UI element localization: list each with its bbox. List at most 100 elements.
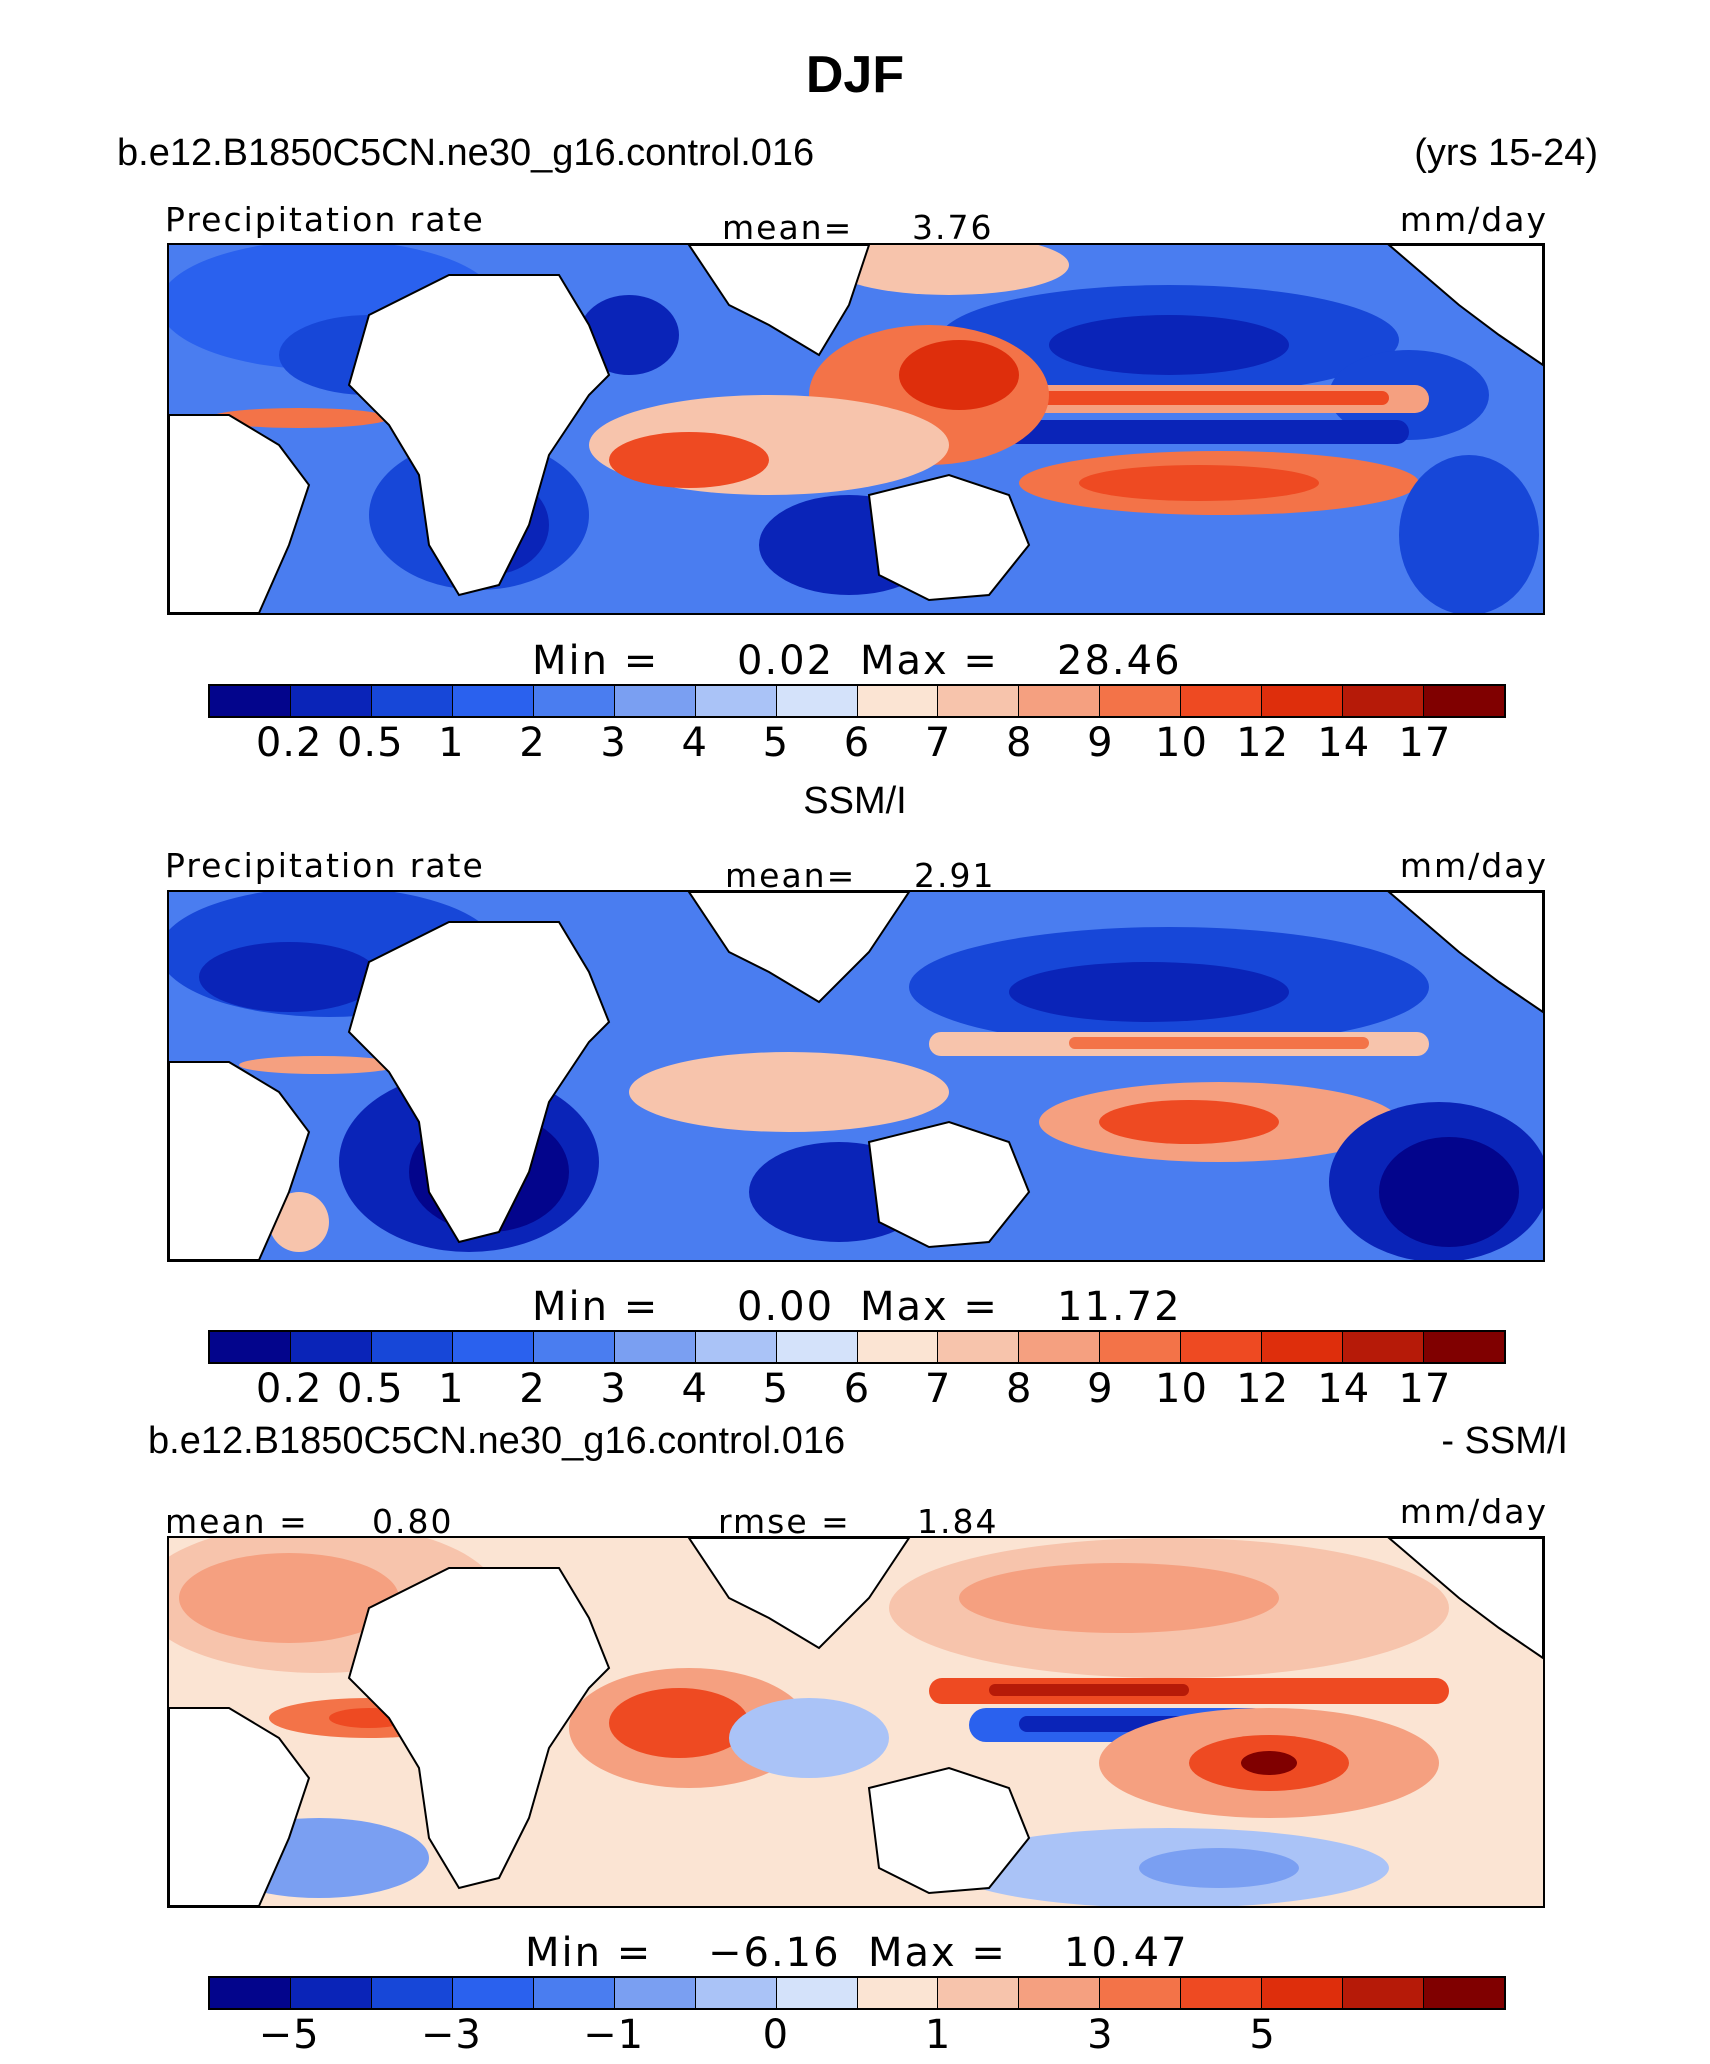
colorbar-swatch [371,1332,453,1362]
colorbar-tick-label: 14 [1317,720,1371,766]
panel1-case-name: b.e12.B1850C5CN.ne30_g16.control.016 [117,132,815,174]
panel2-max-label: Max = [860,1284,999,1330]
colorbar-swatch [1424,1332,1504,1362]
colorbar-tick-label: 3 [600,720,627,766]
panel3-max-label: Max = [868,1930,1007,1976]
panel3-mean-value: 0.80 [372,1502,454,1541]
panel1-variable-label: Precipitation rate [165,200,485,239]
panel2-max-value: 11.72 [1057,1284,1182,1330]
colorbar-swatch [614,686,696,716]
colorbar-tick-label: −5 [258,2012,320,2058]
colorbar-tick-label: 8 [1006,720,1033,766]
colorbar-swatch [1019,686,1101,716]
colorbar-tick-label: 5 [762,720,790,766]
colorbar-swatch [1424,1978,1504,2008]
colorbar-swatch [1262,1332,1344,1362]
colorbar-swatch [614,1978,696,2008]
colorbar-tick-label: 3 [600,1366,627,1412]
colorbar-tick-label: 10 [1155,1366,1208,1412]
colorbar-tick-label: 17 [1398,1366,1452,1412]
colorbar-tick-label: 7 [924,720,952,766]
colorbar-swatch [857,1978,939,2008]
colorbar-swatch [695,1332,777,1362]
colorbar-swatch [1343,686,1425,716]
panel1-units: mm/day [1399,200,1548,239]
colorbar-swatch [1019,1978,1101,2008]
panel3-max-value: 10.47 [1064,1930,1189,1976]
colorbar-swatch [776,686,858,716]
panel1-max-label: Max = [860,638,999,684]
colorbar-tick-label: 1 [438,720,465,766]
colorbar-swatch [938,1978,1020,2008]
panel3-colorbar [208,1976,1506,2010]
colorbar-swatch [533,1332,615,1362]
colorbar-tick-label: 4 [681,720,708,766]
colorbar-swatch [452,1978,534,2008]
panel1-colorbar-ticks: 0.2 0.5 1 2 3 4 5 6 7 8 9 10 12 14 17 [208,720,1506,768]
colorbar-tick-label: 6 [843,720,871,766]
colorbar-swatch [1343,1978,1425,2008]
panel1-min-value: 0.02 [737,638,835,684]
colorbar-swatch [1019,1332,1101,1362]
colorbar-swatch [938,686,1020,716]
colorbar-swatch [1262,686,1344,716]
panel1-mean-value: 3.76 [912,208,994,247]
colorbar-swatch [210,1978,291,2008]
colorbar-swatch [210,686,291,716]
panel2-variable-label: Precipitation rate [165,846,485,885]
panel3-case-name: b.e12.B1850C5CN.ne30_g16.control.016 [148,1420,846,1462]
colorbar-swatch [290,1332,372,1362]
colorbar-swatch [938,1332,1020,1362]
panel1-years: (yrs 15-24) [1414,132,1598,174]
colorbar-tick-label: 3 [1087,2012,1114,2058]
colorbar-tick-label: 0.5 [336,720,404,766]
colorbar-swatch [371,1978,453,2008]
colorbar-tick-label: 0.2 [255,720,323,766]
panel3-difference-map [167,1536,1545,1908]
panel2-mean-value: 2.91 [914,856,996,895]
colorbar-tick-label: 5 [1249,2012,1276,2058]
colorbar-swatch [452,686,534,716]
colorbar-swatch [371,686,453,716]
colorbar-tick-label: −1 [583,2012,645,2058]
colorbar-swatch [776,1332,858,1362]
colorbar-tick-label: 2 [519,1366,546,1412]
colorbar-swatch [452,1332,534,1362]
colorbar-swatch [1100,1978,1182,2008]
colorbar-tick-label: 5 [762,1366,790,1412]
colorbar-swatch [1100,686,1182,716]
colorbar-tick-label: 6 [843,1366,871,1412]
colorbar-tick-label: 12 [1236,720,1290,766]
panel2-units: mm/day [1399,846,1548,885]
colorbar-swatch [1181,1978,1263,2008]
colorbar-tick-label: 17 [1398,720,1452,766]
colorbar-tick-label: 14 [1317,1366,1371,1412]
panel3-rmse-value: 1.84 [917,1502,999,1541]
colorbar-tick-label: 12 [1236,1366,1290,1412]
panel2-title: SSM/I [803,780,907,822]
colorbar-swatch [695,686,777,716]
colorbar-tick-label: 9 [1087,1366,1114,1412]
panel2-colorbar-ticks: 0.2 0.5 1 2 3 4 5 6 7 8 9 10 12 14 17 [208,1366,1506,1414]
colorbar-swatch [210,1332,291,1362]
colorbar-swatch [857,1332,939,1362]
colorbar-tick-label: 1 [438,1366,465,1412]
panel2-precip-map [167,890,1545,1262]
colorbar-swatch [695,1978,777,2008]
colorbar-swatch [1424,686,1504,716]
colorbar-swatch [1262,1978,1344,2008]
colorbar-tick-label: 10 [1155,720,1208,766]
panel3-mean-label: mean = [165,1502,309,1541]
colorbar-swatch [533,686,615,716]
colorbar-tick-label: 7 [924,1366,952,1412]
panel1-min-label: Min = [532,638,660,684]
colorbar-tick-label: 2 [519,720,546,766]
panel2-mean-label: mean= [725,856,857,895]
panel2-min-value: 0.00 [737,1284,835,1330]
panel1-mean-label: mean= [722,208,854,247]
colorbar-swatch [857,686,939,716]
panel1-colorbar [208,684,1506,718]
colorbar-swatch [776,1978,858,2008]
colorbar-tick-label: −3 [420,2012,482,2058]
panel3-units: mm/day [1399,1492,1548,1531]
